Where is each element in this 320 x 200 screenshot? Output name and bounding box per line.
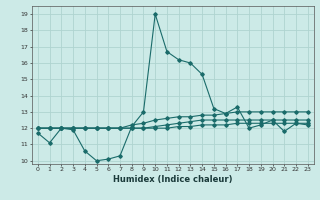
- X-axis label: Humidex (Indice chaleur): Humidex (Indice chaleur): [113, 175, 233, 184]
